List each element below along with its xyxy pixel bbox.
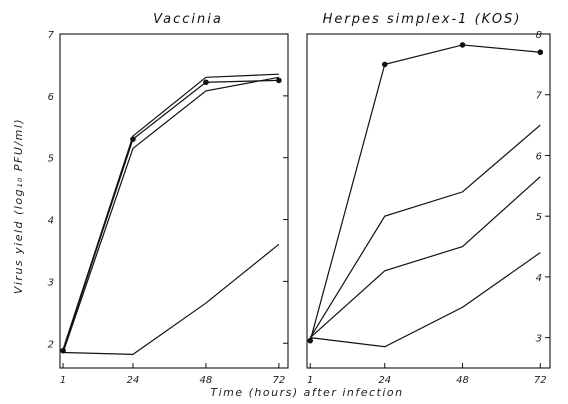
series-line-3 [62,76,279,353]
y-tick-label: 5 [48,154,54,165]
data-point-marker [276,77,282,84]
data-point-marker [130,136,136,142]
data-point-marker [203,79,209,86]
x-tick-label: 72 [273,375,286,386]
panel-vaccinia: Vaccinia 1 24 48 72 2 3 4 5 6 7 [48,12,289,386]
y-tick-label: 7 [536,91,543,102]
y-tick-label: 6 [48,92,54,103]
y-tick-label: 5 [536,212,542,223]
x-axis-label: Time (hours) after infection [210,386,403,399]
y-tick-label: 7 [48,30,55,41]
series-group-herpes [307,42,544,348]
y-axis-label: Virus yield (log₁₀ PFU/ml) [12,118,25,294]
data-point-marker [537,49,544,56]
y-tick-label: 3 [536,334,542,345]
y-tick-label: 3 [48,277,54,288]
x-tick-label: 1 [60,375,66,386]
series-line-2 [309,124,541,338]
series-line-1 [309,44,541,341]
series-line-2 [62,79,279,351]
ticks-vaccinia: 1 24 48 72 2 3 4 5 6 7 [48,30,288,386]
plot-frame-vaccinia [59,33,289,369]
y-tick-label: 8 [536,30,542,41]
x-tick-label: 1 [307,375,313,386]
x-tick-label: 48 [200,375,213,386]
series-line-1 [62,73,279,350]
data-point-marker [381,61,388,68]
data-point-marker [307,337,314,344]
x-tick-label: 72 [534,375,547,386]
y-tick-label: 2 [48,339,54,350]
panel-herpes: Herpes simplex-1 (KOS) 1 24 48 72 3 4 5 6 7 8 [306,12,551,386]
x-tick-label: 48 [456,375,469,386]
plot-frame-herpes [306,33,551,369]
ticks-herpes: 1 24 48 72 3 4 5 6 7 8 [307,30,550,386]
x-tick-label: 24 [127,375,140,386]
y-tick-label: 6 [536,151,542,162]
series-line-4 [310,252,541,348]
series-group-vaccinia [60,73,282,355]
panel-title-herpes: Herpes simplex-1 (KOS) [323,12,522,27]
data-point-marker [459,42,466,48]
series-line-4 [63,243,280,355]
panel-title-vaccinia: Vaccinia [153,12,223,27]
series-line-3 [309,176,541,339]
x-tick-label: 24 [378,375,391,386]
y-tick-label: 4 [536,273,542,284]
y-tick-label: 4 [48,216,54,227]
